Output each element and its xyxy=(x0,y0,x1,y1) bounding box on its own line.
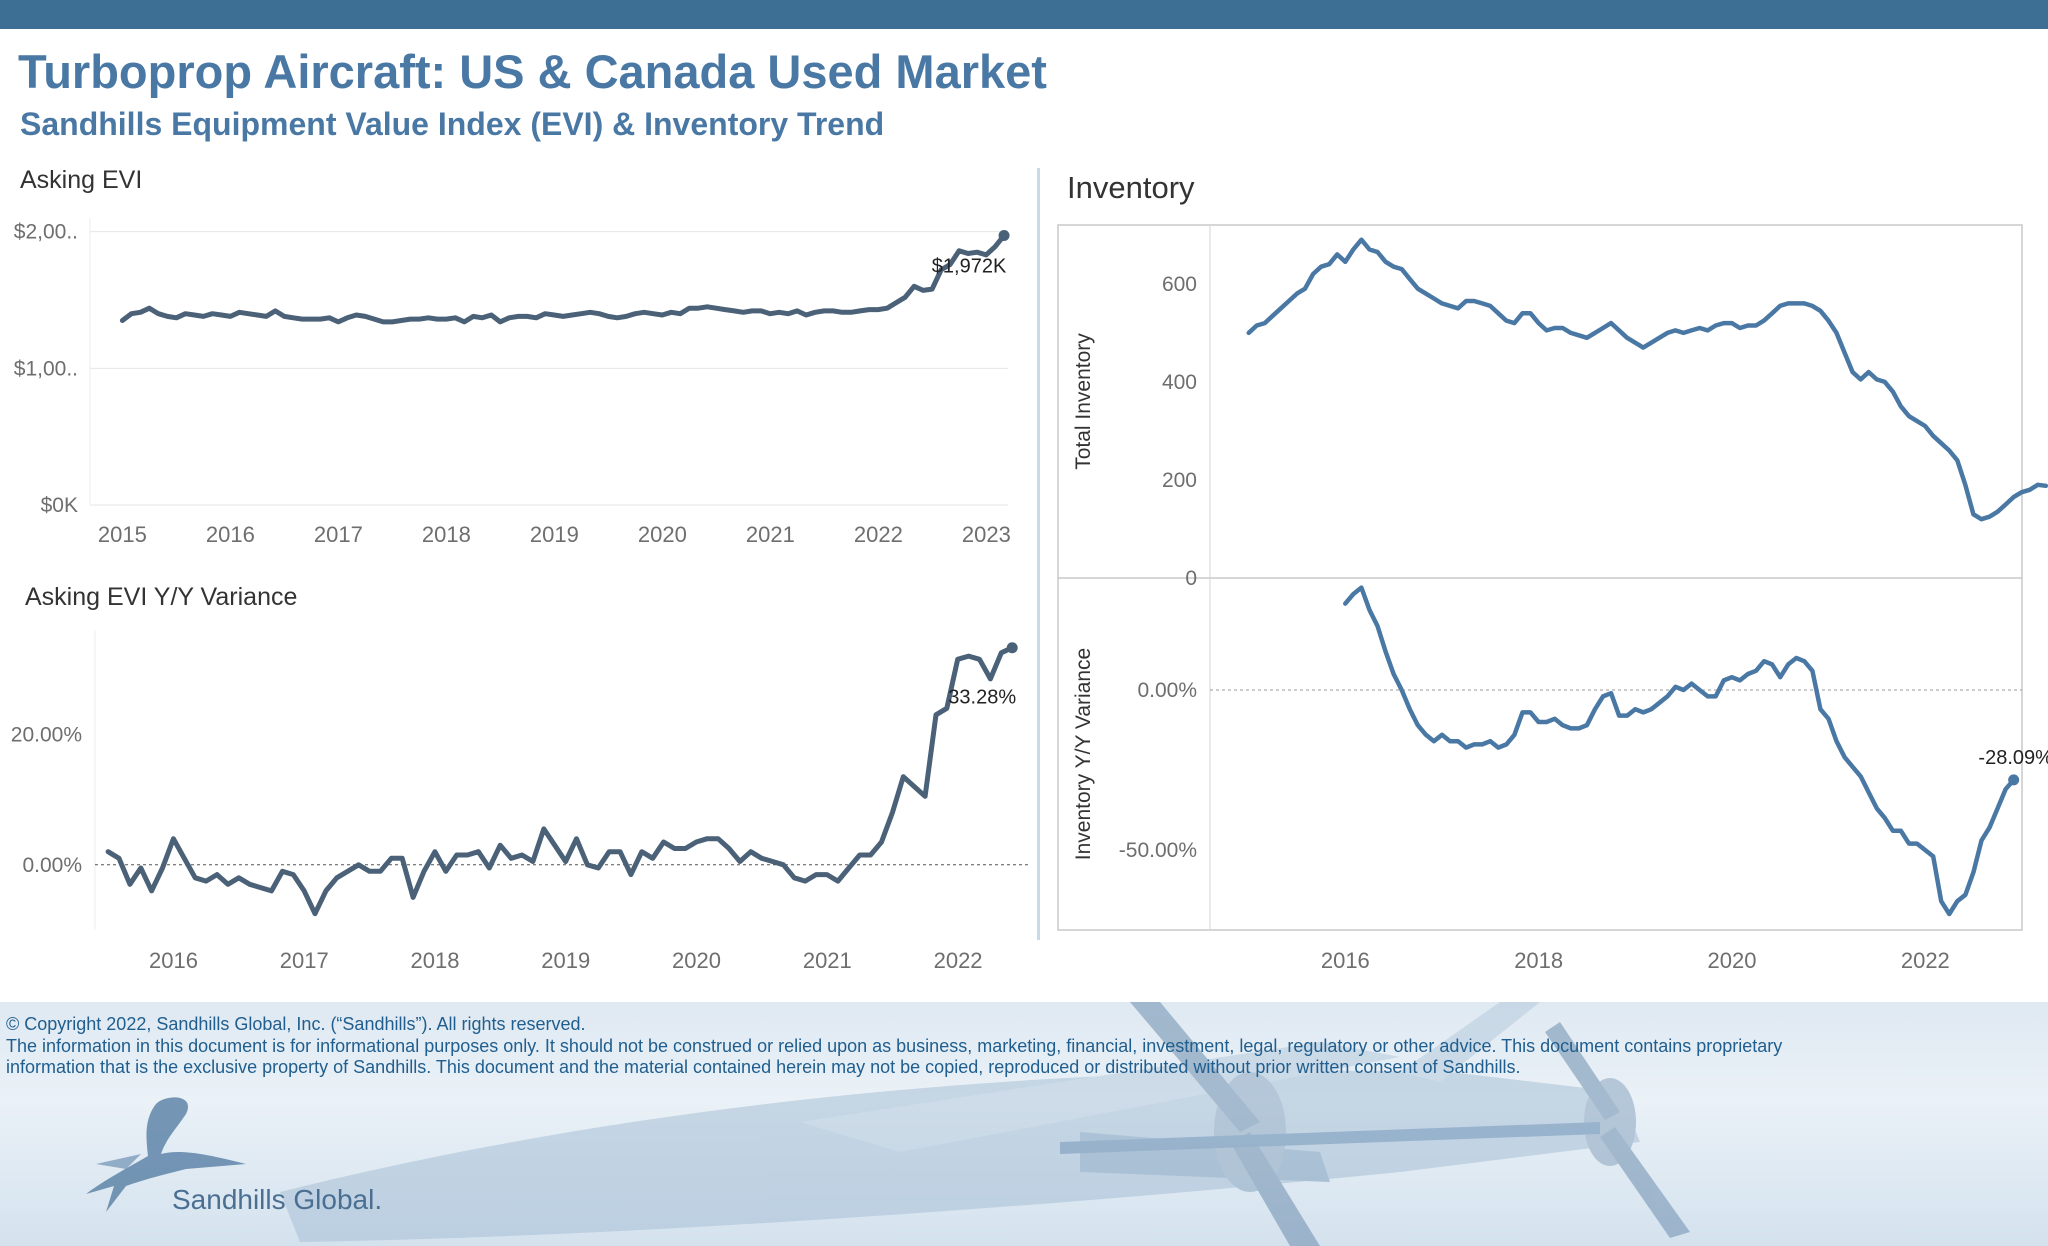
x-tick-label: 2016 xyxy=(1321,948,1370,973)
y-tick-label: 600 xyxy=(1162,273,1197,296)
end-point-marker xyxy=(2008,774,2020,786)
panel-divider xyxy=(1037,168,1040,940)
end-point-marker xyxy=(1006,642,1018,654)
end-point-marker xyxy=(998,229,1010,241)
x-tick-label: 2018 xyxy=(1514,948,1563,973)
x-tick-label: 2020 xyxy=(672,948,721,973)
disclaimer-line-1: The information in this document is for … xyxy=(6,1036,1783,1056)
aircraft-background-image xyxy=(280,1002,1690,1246)
series-line xyxy=(1246,237,2048,522)
x-tick-label: 2016 xyxy=(206,522,255,547)
chart-title-asking-evi: Asking EVI xyxy=(20,166,143,194)
y-tick-label: 0.00% xyxy=(22,854,82,877)
y-tick-label: 0.00% xyxy=(1137,679,1197,702)
y-tick-label: $2,00.. xyxy=(14,221,78,244)
x-tick-label: 2020 xyxy=(638,522,687,547)
x-tick-label: 2021 xyxy=(746,522,795,547)
x-tick-label: 2018 xyxy=(411,948,460,973)
series-line xyxy=(119,233,1007,325)
x-tick-label: 2017 xyxy=(280,948,329,973)
y-tick-label: 400 xyxy=(1162,371,1197,394)
company-logo-text: Sandhills Global. xyxy=(172,1184,383,1215)
x-tick-label: 2015 xyxy=(98,522,147,547)
y-axis-title: Total Inventory xyxy=(1072,333,1095,470)
end-value-label: 33.28% xyxy=(948,687,1016,709)
chart-title-asking-evi-yoy: Asking EVI Y/Y Variance xyxy=(25,583,298,611)
x-tick-label: 2019 xyxy=(530,522,579,547)
x-tick-label: 2022 xyxy=(854,522,903,547)
y-tick-label: $0K xyxy=(41,494,78,517)
top-bar xyxy=(0,0,2048,29)
x-tick-label: 2018 xyxy=(422,522,471,547)
x-tick-label: 2023 xyxy=(962,522,1011,547)
footer: © Copyright 2022, Sandhills Global, Inc.… xyxy=(0,1002,2048,1246)
copyright-text: © Copyright 2022, Sandhills Global, Inc.… xyxy=(6,1014,586,1034)
y-tick-label: -50.00% xyxy=(1119,839,1197,862)
y-tick-label: 20.00% xyxy=(11,723,82,746)
x-tick-label: 2022 xyxy=(934,948,983,973)
y-axis-title: Inventory Y/Y Variance xyxy=(1072,648,1095,860)
end-value-label: $1,972K xyxy=(932,255,1007,277)
x-tick-label: 2019 xyxy=(541,948,590,973)
charts-canvas: $0K $1,00.. $2,00.. 2015 2016 2017 2018 2019 202… xyxy=(11,218,2048,973)
y-tick-label: 0 xyxy=(1185,567,1197,590)
x-tick-label: 2022 xyxy=(1901,948,1950,973)
disclaimer-line-2: information that is the exclusive proper… xyxy=(6,1057,1521,1077)
series-line xyxy=(1343,585,2016,917)
end-value-label: -28.09% xyxy=(1978,747,2048,769)
y-tick-label: 200 xyxy=(1162,469,1197,492)
chart-title-inventory: Inventory xyxy=(1067,170,1195,205)
y-tick-label: $1,00.. xyxy=(14,357,78,380)
x-tick-label: 2021 xyxy=(803,948,852,973)
crane-logo-icon xyxy=(86,1097,246,1212)
page-title: Turboprop Aircraft: US & Canada Used Mar… xyxy=(18,45,1047,98)
x-tick-label: 2016 xyxy=(149,948,198,973)
x-tick-label: 2017 xyxy=(314,522,363,547)
x-tick-label: 2020 xyxy=(1708,948,1757,973)
series-line xyxy=(105,645,1015,917)
page-subtitle: Sandhills Equipment Value Index (EVI) & … xyxy=(20,106,885,142)
